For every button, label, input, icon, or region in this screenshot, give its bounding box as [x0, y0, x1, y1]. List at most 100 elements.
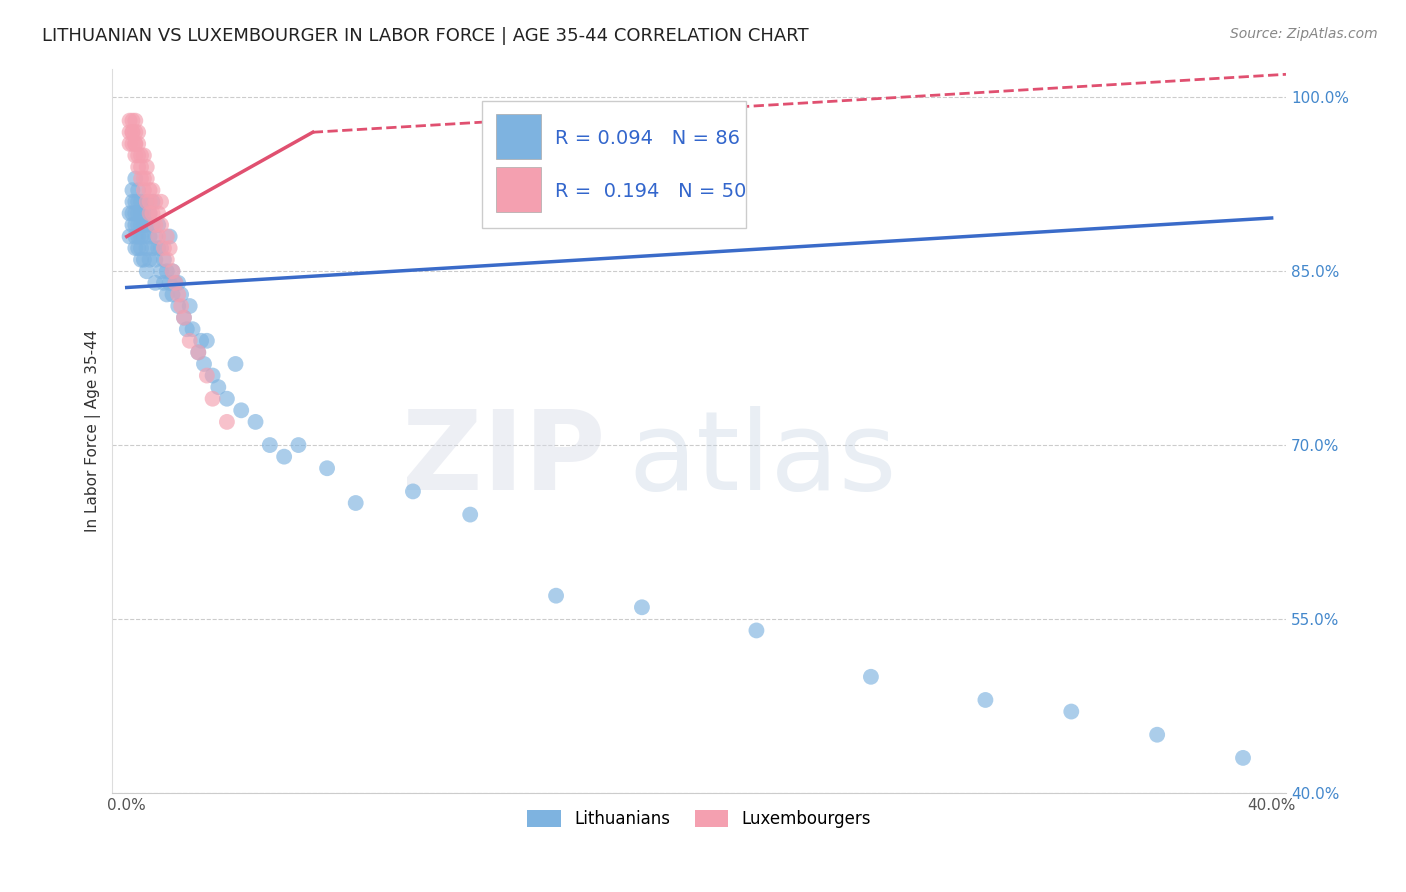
Lithuanians — [121, 206, 143, 220]
Lithuanians — [127, 183, 149, 197]
Lithuanians — [544, 589, 567, 603]
Luxembourgers — [173, 310, 195, 325]
Luxembourgers — [127, 136, 149, 151]
Lithuanians — [273, 450, 295, 464]
Lithuanians — [124, 194, 146, 209]
Lithuanians — [135, 194, 157, 209]
Legend: Lithuanians, Luxembourgers: Lithuanians, Luxembourgers — [520, 804, 877, 835]
Lithuanians — [127, 218, 149, 232]
Lithuanians — [148, 218, 170, 232]
Lithuanians — [135, 241, 157, 255]
Lithuanians — [974, 693, 997, 707]
Lithuanians — [156, 287, 179, 301]
Luxembourgers — [132, 148, 155, 162]
Luxembourgers — [127, 160, 149, 174]
Luxembourgers — [201, 392, 224, 406]
Luxembourgers — [135, 160, 157, 174]
Text: Source: ZipAtlas.com: Source: ZipAtlas.com — [1230, 27, 1378, 41]
Luxembourgers — [138, 183, 160, 197]
Lithuanians — [159, 276, 181, 290]
Luxembourgers — [124, 113, 146, 128]
Luxembourgers — [129, 160, 152, 174]
Luxembourgers — [141, 183, 163, 197]
Lithuanians — [402, 484, 425, 499]
Lithuanians — [132, 229, 155, 244]
Lithuanians — [1060, 705, 1083, 719]
Lithuanians — [148, 241, 170, 255]
Lithuanians — [167, 299, 190, 313]
Luxembourgers — [141, 206, 163, 220]
Lithuanians — [859, 670, 882, 684]
Lithuanians — [141, 241, 163, 255]
Lithuanians — [287, 438, 309, 452]
Lithuanians — [162, 287, 184, 301]
Luxembourgers — [118, 136, 141, 151]
FancyBboxPatch shape — [482, 101, 747, 227]
Lithuanians — [129, 229, 152, 244]
Lithuanians — [124, 218, 146, 232]
Lithuanians — [138, 252, 160, 267]
Lithuanians — [118, 206, 141, 220]
Lithuanians — [1146, 728, 1168, 742]
Lithuanians — [129, 194, 152, 209]
Luxembourgers — [156, 229, 179, 244]
Luxembourgers — [150, 194, 173, 209]
Luxembourgers — [148, 229, 170, 244]
Lithuanians — [124, 171, 146, 186]
Lithuanians — [201, 368, 224, 383]
Luxembourgers — [124, 148, 146, 162]
Lithuanians — [129, 252, 152, 267]
Luxembourgers — [132, 183, 155, 197]
Lithuanians — [143, 276, 166, 290]
Luxembourgers — [187, 345, 209, 359]
Lithuanians — [153, 252, 176, 267]
Luxembourgers — [170, 299, 193, 313]
Lithuanians — [195, 334, 218, 348]
Lithuanians — [245, 415, 267, 429]
Luxembourgers — [124, 125, 146, 139]
Luxembourgers — [195, 368, 218, 383]
Luxembourgers — [138, 194, 160, 209]
Lithuanians — [127, 194, 149, 209]
Lithuanians — [173, 310, 195, 325]
Luxembourgers — [135, 171, 157, 186]
Luxembourgers — [118, 125, 141, 139]
Luxembourgers — [129, 171, 152, 186]
Lithuanians — [150, 264, 173, 278]
Lithuanians — [118, 229, 141, 244]
Lithuanians — [259, 438, 281, 452]
Luxembourgers — [121, 125, 143, 139]
Lithuanians — [121, 183, 143, 197]
Lithuanians — [1232, 751, 1254, 765]
Lithuanians — [231, 403, 253, 417]
Lithuanians — [167, 276, 190, 290]
Lithuanians — [141, 218, 163, 232]
Lithuanians — [215, 392, 238, 406]
Lithuanians — [124, 229, 146, 244]
Luxembourgers — [121, 136, 143, 151]
Text: atlas: atlas — [628, 406, 897, 513]
Lithuanians — [127, 241, 149, 255]
Luxembourgers — [148, 206, 170, 220]
Lithuanians — [124, 206, 146, 220]
Luxembourgers — [118, 113, 141, 128]
Luxembourgers — [167, 287, 190, 301]
Lithuanians — [124, 241, 146, 255]
Lithuanians — [121, 194, 143, 209]
Luxembourgers — [179, 334, 201, 348]
Lithuanians — [135, 264, 157, 278]
Luxembourgers — [156, 252, 179, 267]
FancyBboxPatch shape — [496, 167, 541, 212]
Lithuanians — [127, 229, 149, 244]
Lithuanians — [165, 276, 187, 290]
Luxembourgers — [135, 194, 157, 209]
Lithuanians — [132, 218, 155, 232]
Lithuanians — [316, 461, 339, 475]
Lithuanians — [181, 322, 204, 336]
Lithuanians — [159, 229, 181, 244]
Lithuanians — [129, 206, 152, 220]
Luxembourgers — [150, 218, 173, 232]
Lithuanians — [190, 334, 212, 348]
Luxembourgers — [165, 276, 187, 290]
Lithuanians — [138, 206, 160, 220]
